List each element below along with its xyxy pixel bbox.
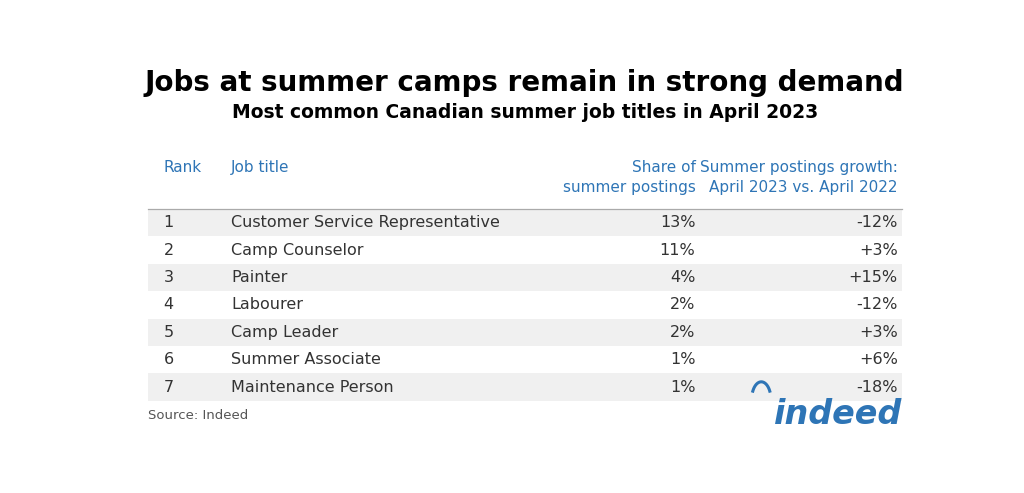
Text: Maintenance Person: Maintenance Person bbox=[231, 380, 394, 394]
Text: 4: 4 bbox=[164, 297, 174, 313]
Bar bbox=[147, 318, 902, 346]
Text: 6: 6 bbox=[164, 352, 174, 367]
Text: 4%: 4% bbox=[670, 270, 695, 285]
Text: Most common Canadian summer job titles in April 2023: Most common Canadian summer job titles i… bbox=[231, 103, 818, 122]
Text: Summer postings growth:
April 2023 vs. April 2022: Summer postings growth: April 2023 vs. A… bbox=[700, 160, 898, 195]
Bar bbox=[147, 346, 902, 373]
Text: Camp Counselor: Camp Counselor bbox=[231, 243, 364, 258]
Text: 1%: 1% bbox=[670, 380, 695, 394]
Text: -12%: -12% bbox=[856, 215, 898, 230]
Text: Source: Indeed: Source: Indeed bbox=[147, 409, 248, 422]
Text: 13%: 13% bbox=[659, 215, 695, 230]
Bar bbox=[147, 237, 902, 264]
Text: Camp Leader: Camp Leader bbox=[231, 325, 338, 340]
Text: +15%: +15% bbox=[849, 270, 898, 285]
Text: Share of
summer postings: Share of summer postings bbox=[562, 160, 695, 195]
Bar bbox=[147, 291, 902, 318]
Text: +3%: +3% bbox=[859, 325, 898, 340]
Text: 5: 5 bbox=[164, 325, 174, 340]
Text: +3%: +3% bbox=[859, 243, 898, 258]
Text: Customer Service Representative: Customer Service Representative bbox=[231, 215, 500, 230]
Text: 11%: 11% bbox=[659, 243, 695, 258]
Text: -18%: -18% bbox=[856, 380, 898, 394]
Text: +6%: +6% bbox=[859, 352, 898, 367]
Bar bbox=[147, 373, 902, 401]
Text: 7: 7 bbox=[164, 380, 174, 394]
Bar bbox=[147, 264, 902, 291]
Text: Painter: Painter bbox=[231, 270, 288, 285]
Text: -12%: -12% bbox=[856, 297, 898, 313]
Text: 2: 2 bbox=[164, 243, 174, 258]
Text: indeed: indeed bbox=[773, 398, 902, 431]
Text: Summer Associate: Summer Associate bbox=[231, 352, 381, 367]
Text: Job title: Job title bbox=[231, 160, 290, 175]
Text: 1: 1 bbox=[164, 215, 174, 230]
Text: Rank: Rank bbox=[164, 160, 202, 175]
Text: Jobs at summer camps remain in strong demand: Jobs at summer camps remain in strong de… bbox=[145, 69, 904, 97]
Text: 1%: 1% bbox=[670, 352, 695, 367]
Text: 2%: 2% bbox=[670, 297, 695, 313]
Bar bbox=[147, 209, 902, 237]
Text: 2%: 2% bbox=[670, 325, 695, 340]
Text: Labourer: Labourer bbox=[231, 297, 303, 313]
Text: 3: 3 bbox=[164, 270, 174, 285]
